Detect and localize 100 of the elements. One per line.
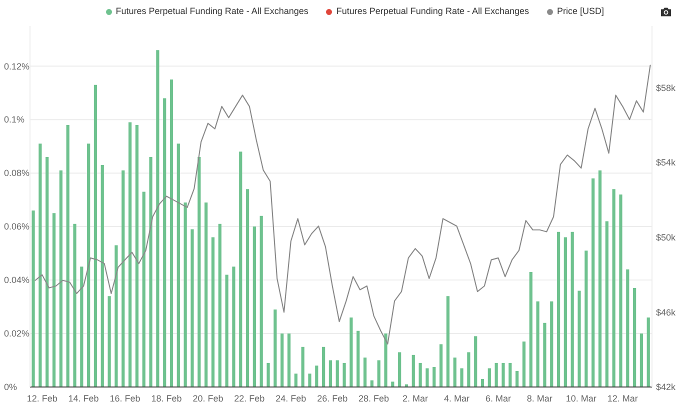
bar (418, 362, 422, 387)
y2-tick-label: $54k (656, 158, 676, 168)
bar (556, 232, 560, 387)
bar (529, 272, 532, 387)
bar (536, 301, 540, 387)
bar (612, 189, 616, 387)
bar (294, 374, 298, 387)
bar (280, 334, 284, 387)
bar (32, 210, 35, 387)
bar (142, 192, 146, 387)
y-tick-label: 0% (4, 382, 18, 392)
bar (184, 202, 187, 387)
bar (356, 330, 360, 387)
bar (128, 122, 132, 387)
bar (522, 342, 526, 387)
bar (66, 124, 70, 387)
bar (80, 266, 84, 387)
bar (598, 170, 602, 387)
bar (328, 360, 332, 387)
bar (156, 50, 160, 387)
bar (543, 322, 546, 387)
bar (232, 266, 236, 387)
bar (605, 221, 608, 387)
y-tick-label: 0.02% (4, 328, 30, 339)
bar (73, 224, 76, 387)
bar (453, 358, 456, 387)
x-tick-label: 16. Feb (110, 393, 140, 404)
bar (350, 317, 353, 387)
bar (446, 296, 450, 387)
bar (646, 317, 650, 387)
bar (59, 170, 62, 387)
bar (467, 352, 470, 387)
bar (94, 84, 98, 387)
bar (246, 189, 250, 387)
bar (204, 202, 208, 387)
x-tick-label: 14. Feb (68, 393, 99, 404)
bar (170, 79, 174, 387)
bar (626, 269, 630, 387)
x-tick-label: 4. Mar (444, 393, 470, 404)
x-tick-label: 6. Mar (485, 393, 511, 404)
bar (308, 374, 312, 387)
bar (342, 362, 346, 387)
y-tick-label: 0.12% (4, 61, 30, 72)
bar (114, 245, 118, 387)
bar (412, 354, 415, 387)
bar (211, 237, 215, 387)
bar (432, 366, 436, 387)
bar (460, 368, 464, 387)
bar (108, 296, 111, 387)
y2-tick-label: $42k (656, 382, 676, 392)
x-tick-label: 2. Mar (402, 393, 428, 404)
bar (198, 157, 201, 387)
bar (100, 165, 104, 387)
bar (260, 216, 263, 387)
bar (301, 346, 304, 387)
bar (564, 237, 567, 387)
bar (570, 232, 574, 387)
bar (218, 224, 222, 387)
x-tick-label: 8. Mar (526, 393, 552, 404)
x-tick-label: 22. Feb (234, 393, 265, 404)
x-tick-label: 20. Feb (192, 393, 224, 404)
x-tick-label: 12. Feb (26, 393, 58, 404)
bar (252, 226, 256, 387)
bar (502, 362, 505, 387)
bar (384, 334, 388, 387)
bar (122, 170, 125, 387)
bar (494, 362, 498, 387)
bar (480, 378, 484, 387)
bar (176, 144, 180, 387)
bar (315, 366, 318, 387)
bar (391, 382, 394, 387)
bar (578, 290, 581, 387)
x-tick-label: 24. Feb (276, 393, 306, 404)
bar (439, 344, 443, 387)
y-tick-label: 0.08% (4, 168, 30, 178)
legend-label: Price [USD] (556, 6, 604, 16)
bar (46, 157, 49, 387)
bar (426, 368, 429, 387)
y-tick-label: 0.06% (4, 222, 30, 232)
bar (550, 301, 554, 387)
bar (149, 157, 152, 387)
x-tick-label: 10. Mar (566, 393, 596, 404)
legend-label: Futures Perpetual Funding Rate - All Exchanges (116, 6, 308, 16)
bar (488, 368, 491, 387)
bar (87, 144, 90, 387)
x-tick-label: 26. Feb (317, 393, 348, 404)
y-tick-label: 0.04% (4, 275, 30, 286)
bar (474, 336, 478, 387)
bar (266, 362, 270, 387)
y2-tick-label: $58k (656, 82, 676, 93)
x-tick-label: 12. Mar (607, 393, 638, 404)
bar (239, 152, 242, 387)
bar (516, 370, 519, 387)
bar (225, 274, 228, 387)
legend-label: Futures Perpetual Funding Rate - All Exchanges (336, 6, 529, 16)
bar (322, 346, 326, 387)
bar (508, 362, 512, 387)
x-tick-label: 18. Feb (151, 393, 182, 404)
bar (619, 194, 622, 387)
bar (52, 213, 56, 387)
